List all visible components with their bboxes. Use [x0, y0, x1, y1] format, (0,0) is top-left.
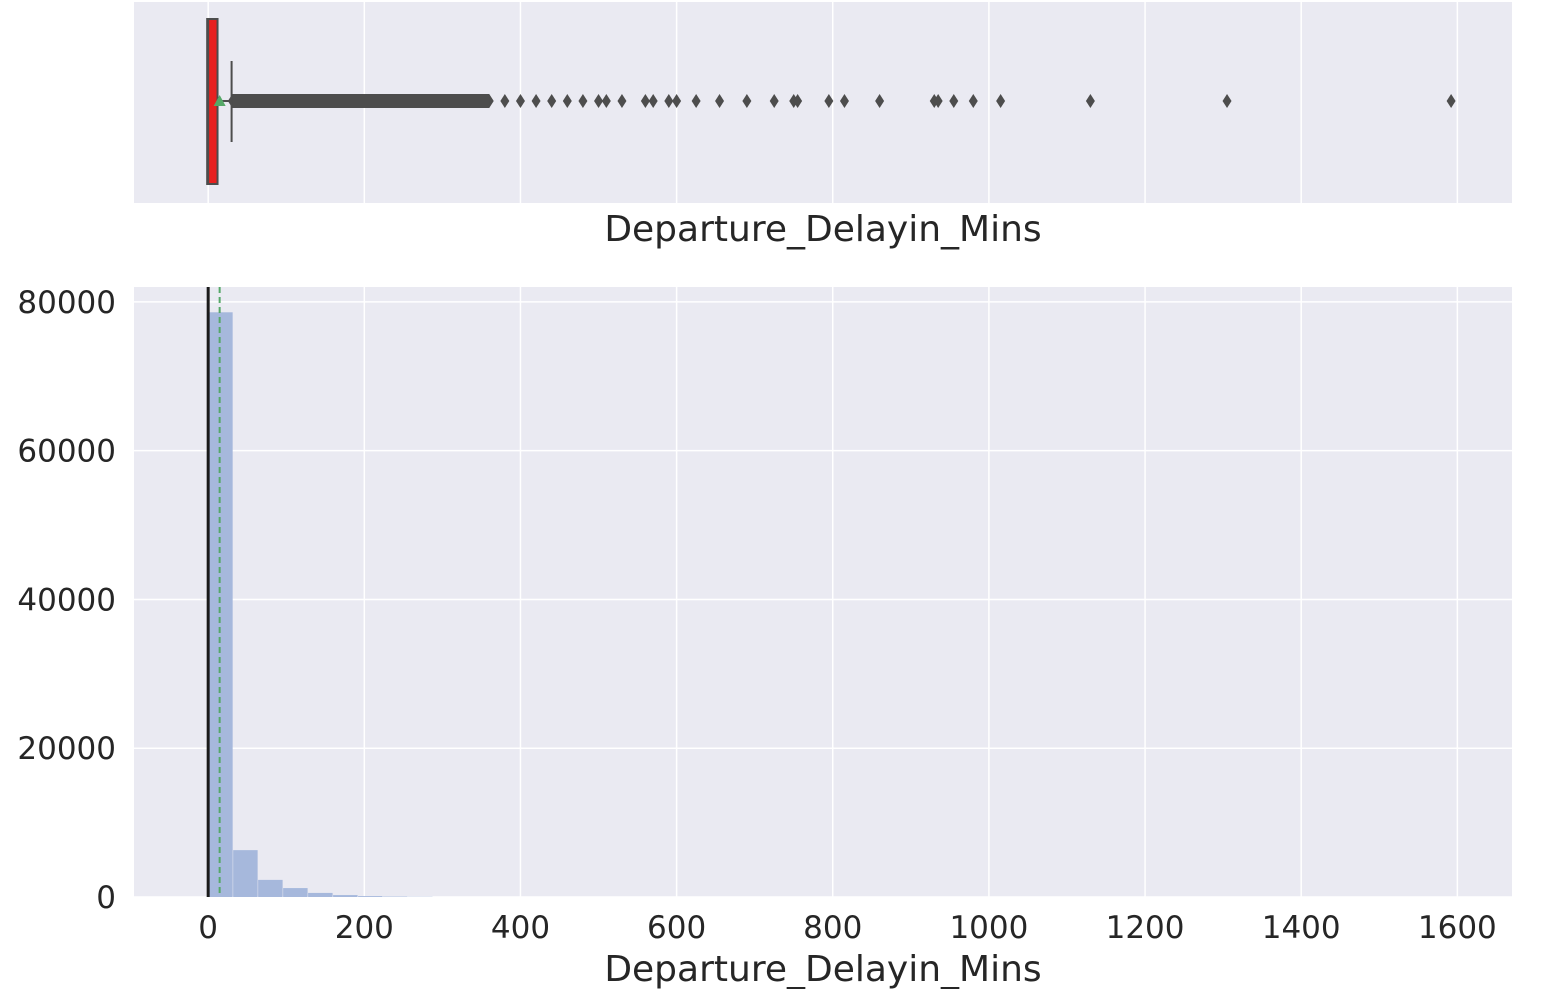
boxplot-outlier	[531, 94, 541, 108]
histogram-y-tick-label: 40000	[17, 582, 116, 618]
histogram-x-tick-label: 1400	[1262, 910, 1341, 946]
boxplot-outlier	[515, 94, 525, 108]
histogram-bar	[233, 850, 258, 897]
histogram-x-tick-label: 200	[335, 910, 394, 946]
histogram-reference-lines	[206, 287, 221, 897]
histogram-x-tick-label: 600	[647, 910, 706, 946]
boxplot-outlier	[601, 94, 611, 108]
boxplot-mean-marker	[213, 95, 226, 106]
boxplot-outlier	[594, 94, 604, 108]
boxplot-outlier	[1446, 94, 1456, 108]
histogram-x-tick-label: 0	[198, 910, 218, 946]
boxplot-outlier	[640, 94, 650, 108]
histogram-x-tick-label: 800	[803, 910, 862, 946]
boxplot-outlier	[578, 94, 588, 108]
boxplot-outlier	[617, 94, 627, 108]
histogram-bar	[308, 892, 333, 897]
boxplot-outlier	[996, 94, 1006, 108]
histogram-x-tick-label: 1600	[1418, 910, 1497, 946]
histogram-bar	[283, 888, 308, 897]
boxplot-outlier	[968, 94, 978, 108]
boxplot-outlier	[769, 94, 779, 108]
histogram-x-tick-label: 400	[491, 910, 550, 946]
boxplot-axes: Departure_Delayin_Mins	[134, 2, 1512, 250]
boxplot-outlier	[691, 94, 701, 108]
boxplot-outlier	[664, 94, 674, 108]
boxplot-outlier	[793, 94, 803, 108]
histogram-bar	[333, 895, 358, 897]
boxplot-outlier	[1085, 94, 1095, 108]
boxplot-outlier	[715, 94, 725, 108]
histogram-y-tick-label: 60000	[17, 434, 116, 470]
boxplot-outlier-band	[232, 94, 490, 108]
histogram-background	[134, 287, 1512, 897]
histogram-x-tick-labels: 0 200 400 600 800 1000 1200 1400 1600	[198, 910, 1496, 946]
histogram-bar	[358, 896, 383, 897]
boxplot-outlier	[839, 94, 849, 108]
boxplot-x-axis-label: Departure_Delayin_Mins	[604, 209, 1041, 250]
boxplot-marks	[206, 18, 1456, 185]
boxplot-outlier	[933, 94, 943, 108]
boxplot-outlier	[672, 94, 682, 108]
boxplot-outlier	[500, 94, 510, 108]
histogram-y-tick-label: 20000	[17, 731, 116, 767]
histogram-y-tick-label: 0	[96, 880, 116, 916]
boxplot-outlier	[824, 94, 834, 108]
histogram-x-axis-label: Departure_Delayin_Mins	[604, 949, 1041, 989]
histogram-y-tick-label: 80000	[17, 285, 116, 321]
histogram-x-tick-label: 1200	[1106, 910, 1185, 946]
histogram-y-tick-labels: 0 20000 40000 60000 80000	[17, 285, 116, 916]
boxplot-outlier	[547, 94, 557, 108]
histogram-x-tick-label: 1000	[949, 910, 1028, 946]
boxplot-outlier	[742, 94, 752, 108]
boxplot-outlier	[875, 94, 885, 108]
histogram-axes: 0 200 400 600 800 1000 1200 1400 1600 0 20000 4000…	[17, 285, 1512, 989]
histogram-bar	[258, 879, 283, 897]
boxplot-outlier	[648, 94, 658, 108]
boxplot-outlier	[562, 94, 572, 108]
boxplot-outlier	[1222, 94, 1232, 108]
boxplot-outlier	[949, 94, 959, 108]
